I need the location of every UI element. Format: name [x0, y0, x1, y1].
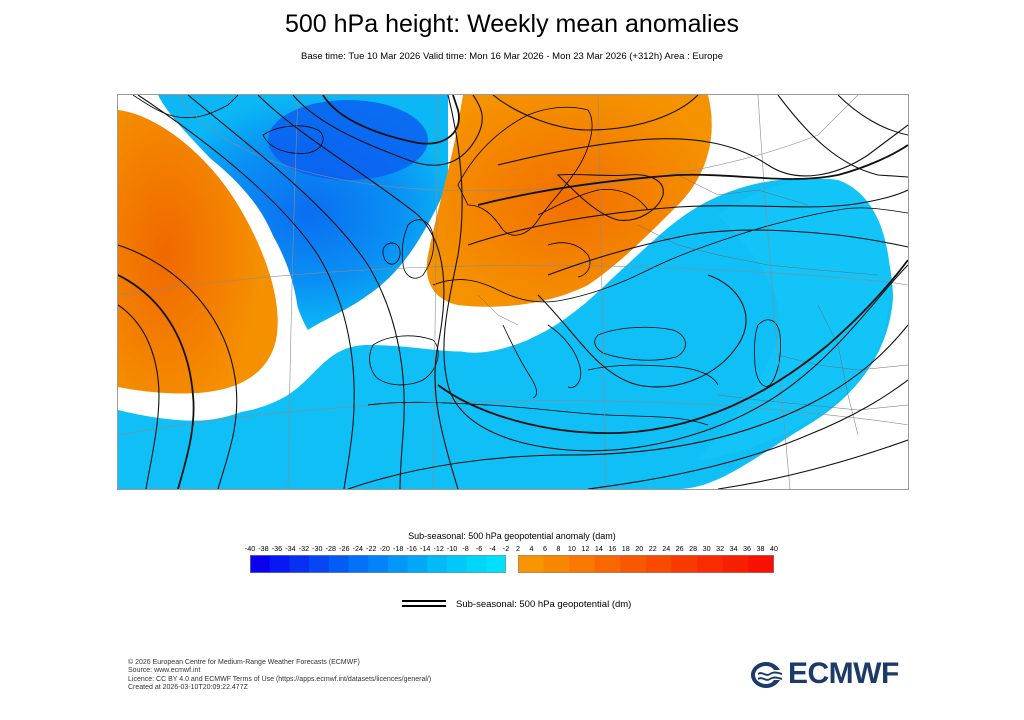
- colorbar-tick-label: -12: [433, 544, 444, 553]
- colorbar-tick-label: 38: [756, 544, 765, 553]
- colorbar-tick-label: 12: [581, 544, 590, 553]
- footer-copyright: © 2026 European Centre for Medium-Range …: [128, 659, 360, 666]
- colorbar-positive: [518, 555, 775, 573]
- colorbar-tick-label: -4: [489, 544, 496, 553]
- colorbar-swatch: [368, 555, 389, 573]
- colorbar-tick-label: -2: [502, 544, 510, 553]
- colorbar-swatch: [309, 555, 330, 573]
- page-title: 500 hPa height: Weekly mean anomalies: [285, 10, 739, 38]
- colorbar-swatch: [722, 555, 749, 573]
- colorbar-tick-label: -16: [406, 544, 417, 553]
- negative-anomaly-east: [698, 178, 891, 461]
- colorbar-swatch: [697, 555, 724, 573]
- colorbar-tick-label: -26: [339, 544, 350, 553]
- footer-created: Created at 2026-03-10T20:09:22.477Z: [128, 684, 248, 692]
- colorbar-swatch: [543, 555, 570, 573]
- colorbar-tick-label: 6: [542, 544, 547, 553]
- colorbar-tick-label: 22: [648, 544, 657, 553]
- colorbar-swatch: [446, 555, 468, 573]
- colorbar-swatch: [289, 555, 310, 573]
- colorbar-swatch: [486, 555, 507, 573]
- colorbar-tick-label: 8: [556, 544, 561, 553]
- colorbar-tick-label: -24: [352, 544, 363, 553]
- colorbar-tick-label: -30: [312, 544, 323, 553]
- colorbar-tick-label: 20: [635, 544, 644, 553]
- colorbar-swatch: [671, 555, 698, 573]
- colorbar-tick-label: 2: [516, 544, 520, 553]
- colorbar-swatch: [348, 555, 369, 573]
- colorbar-swatch: [250, 555, 271, 573]
- colorbar-swatch: [620, 555, 647, 573]
- ecmwf-logo: ECMWF: [748, 657, 899, 693]
- colorbar-tick-label: 32: [716, 544, 725, 553]
- ecmwf-logo-icon: [751, 662, 782, 688]
- colorbar-tick-label: 4: [529, 544, 534, 553]
- copyright-footer: © 2026 European Centre for Medium-Range …: [128, 659, 431, 693]
- map-canvas: [118, 95, 908, 489]
- graticule: [118, 95, 908, 489]
- page-subtitle: Base time: Tue 10 Mar 2026 Valid time: M…: [300, 51, 723, 62]
- negative-anomaly-south: [118, 178, 894, 489]
- colorbar-tick-label: 18: [621, 544, 630, 553]
- colorbar-tick-label: 36: [743, 544, 752, 553]
- colorbar-tick-label: 16: [608, 544, 617, 553]
- footer-licence: Licence: CC BY 4.0 and ECMWF Terms of Us…: [128, 675, 432, 683]
- colorbar-swatch: [328, 555, 350, 573]
- colorbar-swatch: [427, 555, 448, 573]
- country-borders: [477, 174, 908, 436]
- colorbar-tick-label: 34: [729, 544, 738, 553]
- colorbar-tick-label: 30: [702, 544, 711, 553]
- colorbar-swatch: [407, 555, 428, 573]
- colorbar-title: Sub-seasonal: 500 hPa geopotential anoma…: [408, 531, 616, 541]
- colorbar-negative: [250, 555, 507, 573]
- positive-anomaly-scandinavia: [426, 95, 712, 307]
- colorbar-swatch: [387, 555, 409, 573]
- colorbar-tick-label: -8: [462, 544, 469, 553]
- negative-anomaly-core: [268, 100, 428, 180]
- colorbar-swatch: [569, 555, 596, 573]
- colorbar-tick-label: 10: [567, 544, 576, 553]
- colorbar-swatch: [646, 555, 673, 573]
- footer-source: Source: www.ecmwf.int: [128, 667, 201, 675]
- positive-anomaly-atlantic: [118, 110, 278, 394]
- colorbar-positive-swatches: [518, 555, 775, 573]
- colorbar-border: [518, 555, 774, 573]
- colorbar-swatch: [466, 555, 487, 573]
- colorbar-tick-label: -18: [393, 544, 404, 553]
- colorbar-negative-swatches: [250, 555, 507, 573]
- colorbar-tick-label: 40: [770, 544, 778, 553]
- colorbar-swatch: [269, 555, 290, 573]
- colorbar-tick-label: -6: [475, 544, 483, 553]
- colorbar-tick-label: -28: [325, 544, 337, 553]
- contour-legend-line: [402, 600, 446, 607]
- colorbar-tick-label: 14: [594, 544, 603, 553]
- anomaly-map: [117, 94, 909, 490]
- colorbar-tick-label: -14: [419, 544, 431, 553]
- colorbar-tick-label: -36: [271, 544, 283, 553]
- colorbar-tick-label: -40: [244, 544, 256, 553]
- ecmwf-logo-text: ECMWF: [788, 657, 899, 690]
- colorbar-tick-label: -38: [258, 544, 269, 553]
- contour-legend-label: Sub-seasonal: 500 hPa geopotential (dm): [456, 599, 632, 610]
- colorbar-tick-label: -22: [366, 544, 377, 553]
- colorbar-swatch: [518, 555, 545, 573]
- colorbar-swatch: [594, 555, 621, 573]
- colorbar-tick-label: -34: [285, 544, 296, 553]
- colorbar-tick-label: 26: [675, 544, 684, 553]
- colorbar-tick-label: -10: [446, 544, 458, 553]
- colorbar-border: [250, 555, 506, 573]
- colorbar-tick-label: 24: [662, 544, 671, 553]
- geopotential-contours: [118, 95, 908, 489]
- coastlines: [132, 95, 908, 426]
- colorbar-tick-label: -20: [379, 544, 390, 553]
- colorbar-tick-label: 28: [689, 544, 698, 553]
- colorbar-tick-label: -32: [298, 544, 310, 553]
- colorbar-swatch: [748, 555, 775, 573]
